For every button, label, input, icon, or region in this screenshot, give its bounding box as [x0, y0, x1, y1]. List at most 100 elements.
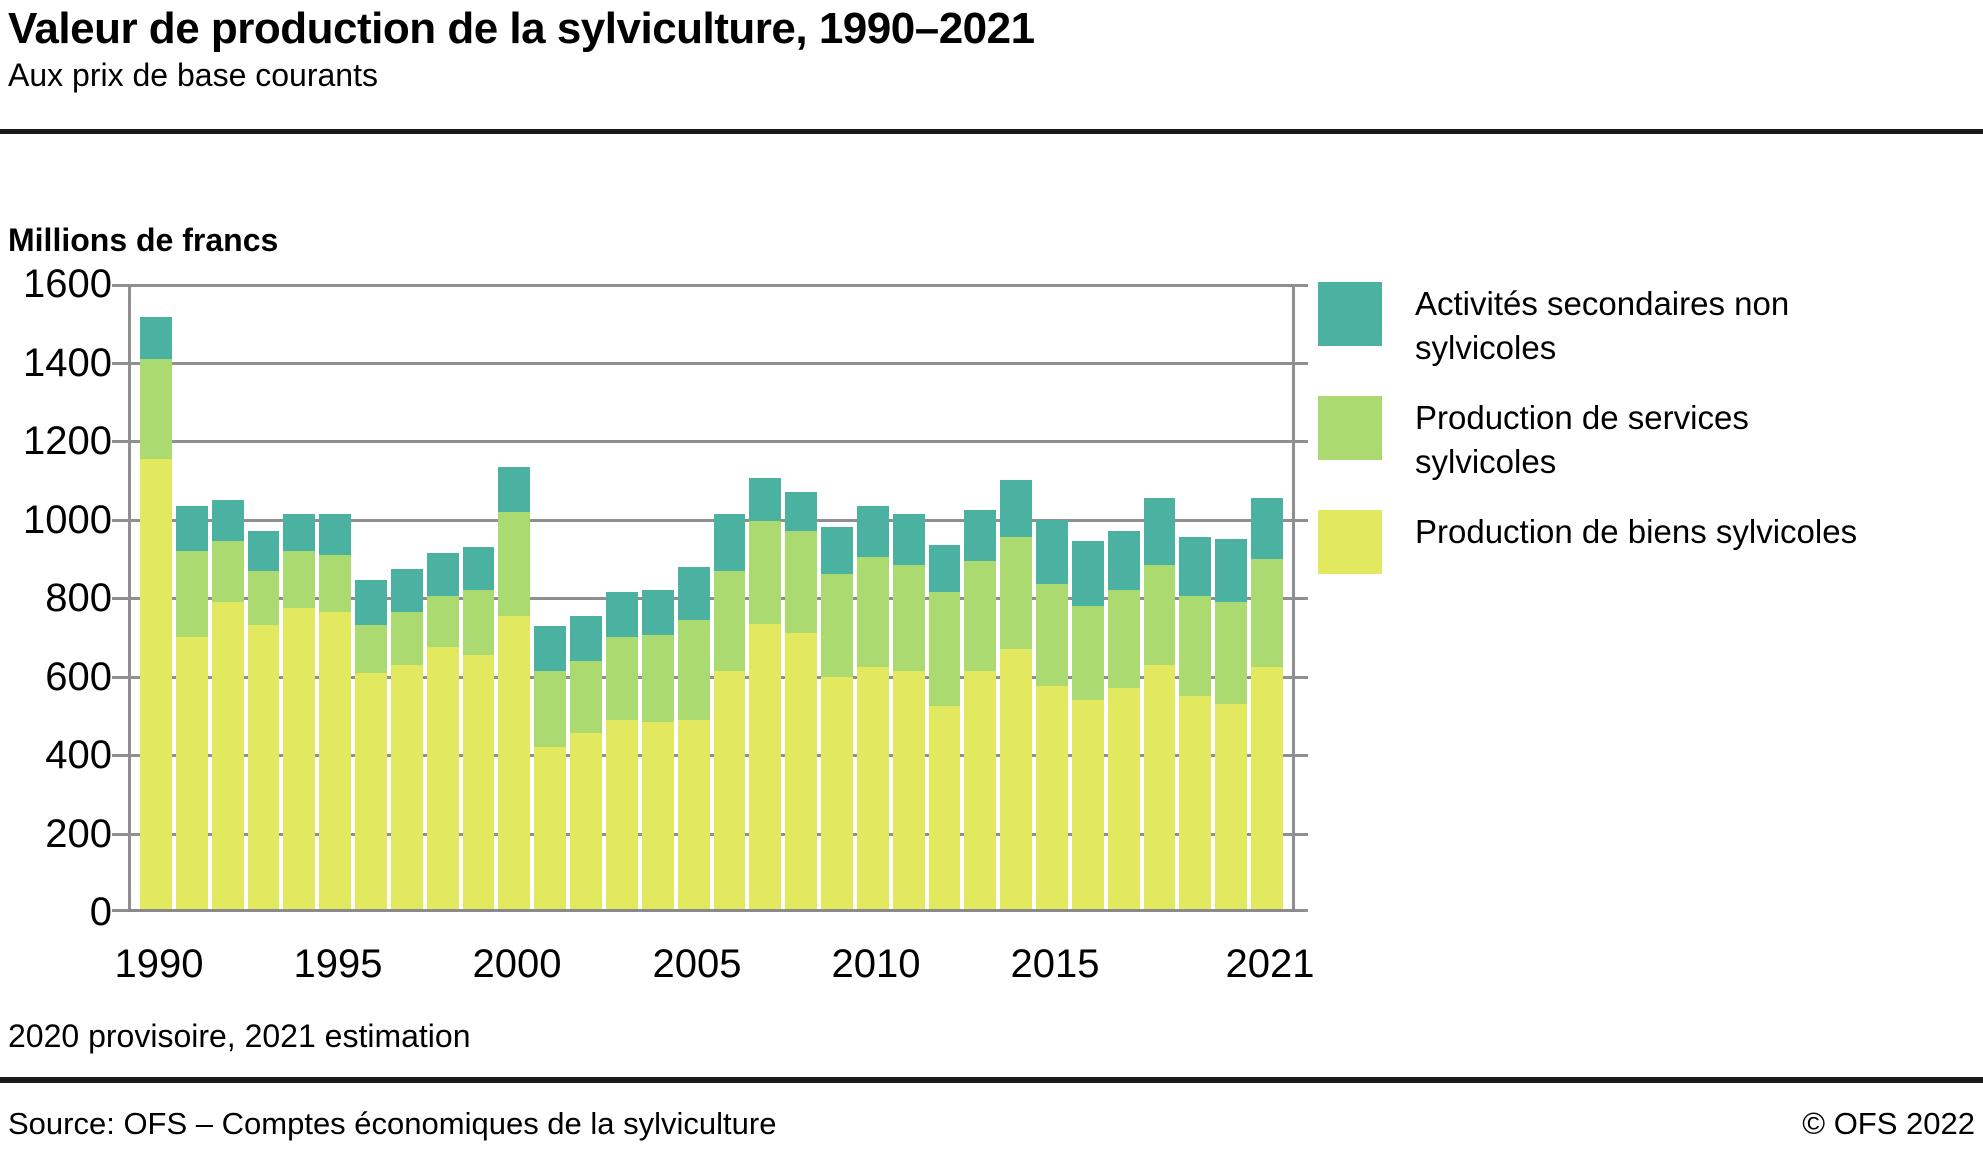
tick-right-0: [1295, 909, 1308, 912]
source-text: Source: OFS – Comptes économiques de la …: [8, 1106, 777, 1141]
bar-2008-segment-services: [785, 531, 818, 634]
bar-1992-segment-secondaires: [211, 499, 244, 542]
bar-2014: [1000, 284, 1033, 912]
bar-2002-segment-biens: [570, 733, 602, 912]
bar-2016-segment-secondaires: [1071, 541, 1104, 606]
bar-1993-segment-biens: [247, 625, 280, 912]
bar-2012-segment-biens: [928, 705, 961, 912]
x-axis-tick-labels: 1990 1995 2000 2005 2010 2015 2021: [115, 942, 1315, 992]
bar-2011-segment-biens: [892, 670, 925, 912]
bar-2021-segment-biens: [1251, 666, 1283, 912]
bar-1999: [462, 284, 495, 912]
bar-2010-segment-services: [856, 556, 889, 667]
bar-1996-segment-services: [355, 625, 387, 673]
bar-2014-segment-services: [1000, 537, 1033, 650]
bar-2018-segment-services: [1143, 564, 1176, 665]
chart-legend: Activités secondaires non sylvicoles Prod…: [1318, 282, 1938, 600]
gridline-600: [128, 676, 1295, 679]
bar-2013-segment-biens: [964, 670, 997, 912]
tick-left-600: [112, 676, 128, 679]
tick-right-1600: [1295, 284, 1308, 287]
gridline-1000: [128, 519, 1295, 522]
bar-2006-segment-biens: [713, 670, 746, 912]
y-tick-label-600: 600: [45, 654, 112, 699]
bar-2008-segment-secondaires: [785, 492, 818, 532]
legend-item-services: Production de services sylvicoles: [1318, 396, 1938, 484]
tick-left-1000: [112, 519, 128, 522]
bar-1994-segment-biens: [283, 607, 316, 912]
bar-2007-segment-biens: [749, 623, 782, 912]
tick-right-600: [1295, 676, 1308, 679]
tick-left-400: [112, 754, 128, 757]
bar-2010: [856, 284, 889, 912]
bar-2009: [821, 284, 853, 912]
bar-2014-segment-biens: [1000, 649, 1033, 912]
y-tick-label-1400: 1400: [23, 340, 112, 385]
x-tick-label-2005: 2005: [652, 942, 742, 986]
bar-2004: [641, 284, 674, 912]
bar-2003: [605, 284, 638, 912]
bar-2018: [1143, 284, 1176, 912]
bar-2008-segment-biens: [785, 633, 818, 912]
bar-2015-segment-services: [1036, 584, 1068, 687]
bar-2020-segment-services: [1215, 601, 1248, 704]
bar-2019-segment-services: [1179, 596, 1212, 697]
y-tick-label-1000: 1000: [23, 497, 112, 542]
x-tick-label-2000: 2000: [472, 942, 562, 986]
bar-2010-segment-biens: [856, 666, 889, 912]
tick-left-1600: [112, 284, 128, 287]
plot-right-border: [1292, 284, 1295, 912]
bar-2007-segment-services: [749, 521, 782, 624]
bar-1998-segment-biens: [426, 647, 459, 912]
bar-2004-segment-services: [641, 635, 674, 722]
bar-2017-segment-services: [1107, 590, 1140, 689]
bar-2019-segment-secondaires: [1179, 537, 1212, 597]
legend-item-biens: Production de biens sylvicoles: [1318, 510, 1938, 574]
gridline-1600: [128, 284, 1295, 287]
bar-2020: [1215, 284, 1248, 912]
tick-left-0: [112, 909, 128, 912]
gridline-200: [128, 833, 1295, 836]
bar-2005: [677, 284, 710, 912]
bar-1993-segment-services: [247, 570, 280, 626]
bar-2003-segment-secondaires: [605, 592, 638, 638]
bar-1990: [140, 284, 172, 912]
bar-2016: [1071, 284, 1104, 912]
bar-1997-segment-biens: [390, 664, 423, 912]
bar-2000-segment-secondaires: [498, 466, 531, 512]
tick-left-1200: [112, 440, 128, 443]
bar-2011-segment-services: [892, 564, 925, 671]
x-tick-label-2010: 2010: [831, 942, 921, 986]
bar-2013-segment-secondaires: [964, 509, 997, 561]
tick-right-1000: [1295, 519, 1308, 522]
bar-1992-segment-services: [211, 541, 244, 602]
bar-1998-segment-secondaires: [426, 552, 459, 597]
bar-2009-segment-biens: [821, 676, 853, 912]
bar-2017-segment-secondaires: [1107, 531, 1140, 591]
legend-label-biens: Production de biens sylvicoles: [1415, 513, 1858, 550]
footer-divider: [0, 1077, 1983, 1083]
bar-1998: [426, 284, 459, 912]
chart-plot-area: [112, 284, 1308, 912]
page-subtitle: Aux prix de base courants: [8, 57, 378, 93]
page-title: Valeur de production de la sylviculture,…: [8, 4, 1035, 53]
bar-2001-segment-biens: [534, 747, 567, 912]
bar-1996: [355, 284, 387, 912]
tick-right-200: [1295, 833, 1308, 836]
bar-1991: [175, 284, 208, 912]
legend-item-secondaires: Activités secondaires non sylvicoles: [1318, 282, 1938, 370]
bar-2019: [1179, 284, 1212, 912]
bar-2017-segment-biens: [1107, 688, 1140, 912]
bar-1990-segment-secondaires: [140, 317, 172, 359]
x-tick-label-1990: 1990: [114, 942, 204, 986]
y-tick-label-400: 400: [45, 733, 112, 777]
bar-2020-segment-biens: [1215, 703, 1248, 912]
bar-1995: [319, 284, 352, 912]
tick-left-1400: [112, 362, 128, 365]
bar-1996-segment-biens: [355, 672, 387, 912]
bar-2002: [570, 284, 602, 912]
tick-left-200: [112, 833, 128, 836]
bar-1991-segment-services: [175, 550, 208, 638]
legend-swatch-secondaires: [1318, 282, 1382, 346]
bar-1995-segment-services: [319, 554, 352, 612]
